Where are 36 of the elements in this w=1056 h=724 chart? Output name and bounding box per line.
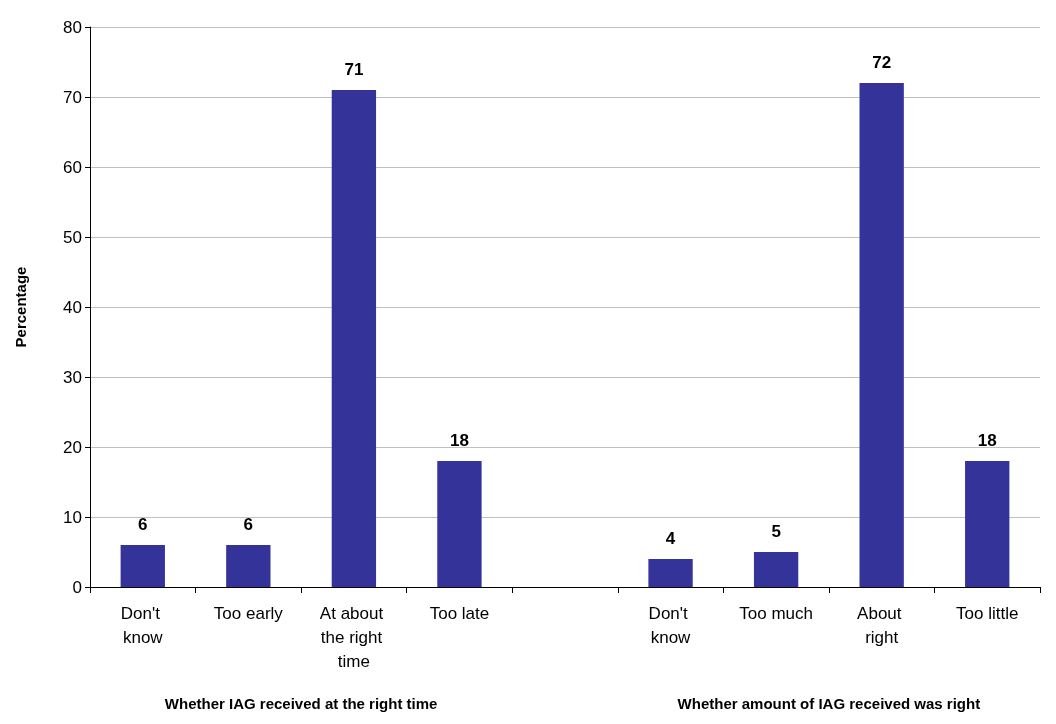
x-tick-label: Too little [956, 603, 1019, 623]
bar [226, 545, 271, 587]
y-tick-label: 0 [72, 577, 82, 597]
x-tick-label: Too early [213, 603, 284, 623]
y-tick-label: 60 [63, 157, 82, 177]
y-tick-label: 40 [63, 297, 82, 317]
bar [648, 559, 693, 587]
bar [120, 545, 165, 587]
bar [965, 461, 1010, 587]
bar [859, 83, 904, 587]
y-tick-label: 70 [63, 87, 82, 107]
bar [437, 461, 482, 587]
data-label: 5 [771, 522, 781, 541]
bar [331, 90, 377, 587]
data-label: 18 [449, 431, 469, 450]
x-tick-label: About right [857, 603, 907, 647]
data-label: 18 [977, 431, 997, 450]
data-label: 6 [138, 515, 148, 534]
data-label: 71 [344, 60, 364, 79]
y-axis-title: Percentage [12, 266, 29, 348]
x-tick-label: Too late [429, 603, 490, 623]
data-label: 6 [243, 515, 254, 534]
text: Whether IAG received at the right time [164, 695, 438, 712]
y-tick-label: 80 [63, 17, 82, 37]
text: Whether amount of IAG received was right [677, 695, 981, 712]
x-tick-label: At about the right time [319, 603, 388, 671]
bar [753, 552, 799, 587]
x-tick-label: Don't know [120, 603, 165, 647]
x-tick-label: Don't know [648, 603, 693, 647]
x-tick-label: Too much [739, 603, 813, 623]
y-tick-label: 30 [63, 367, 82, 387]
data-label: 72 [872, 53, 892, 72]
y-tick-label: 50 [63, 227, 82, 247]
data-label: 4 [665, 529, 676, 548]
y-tick-label: 10 [63, 507, 82, 527]
y-tick-label: 20 [63, 437, 82, 457]
